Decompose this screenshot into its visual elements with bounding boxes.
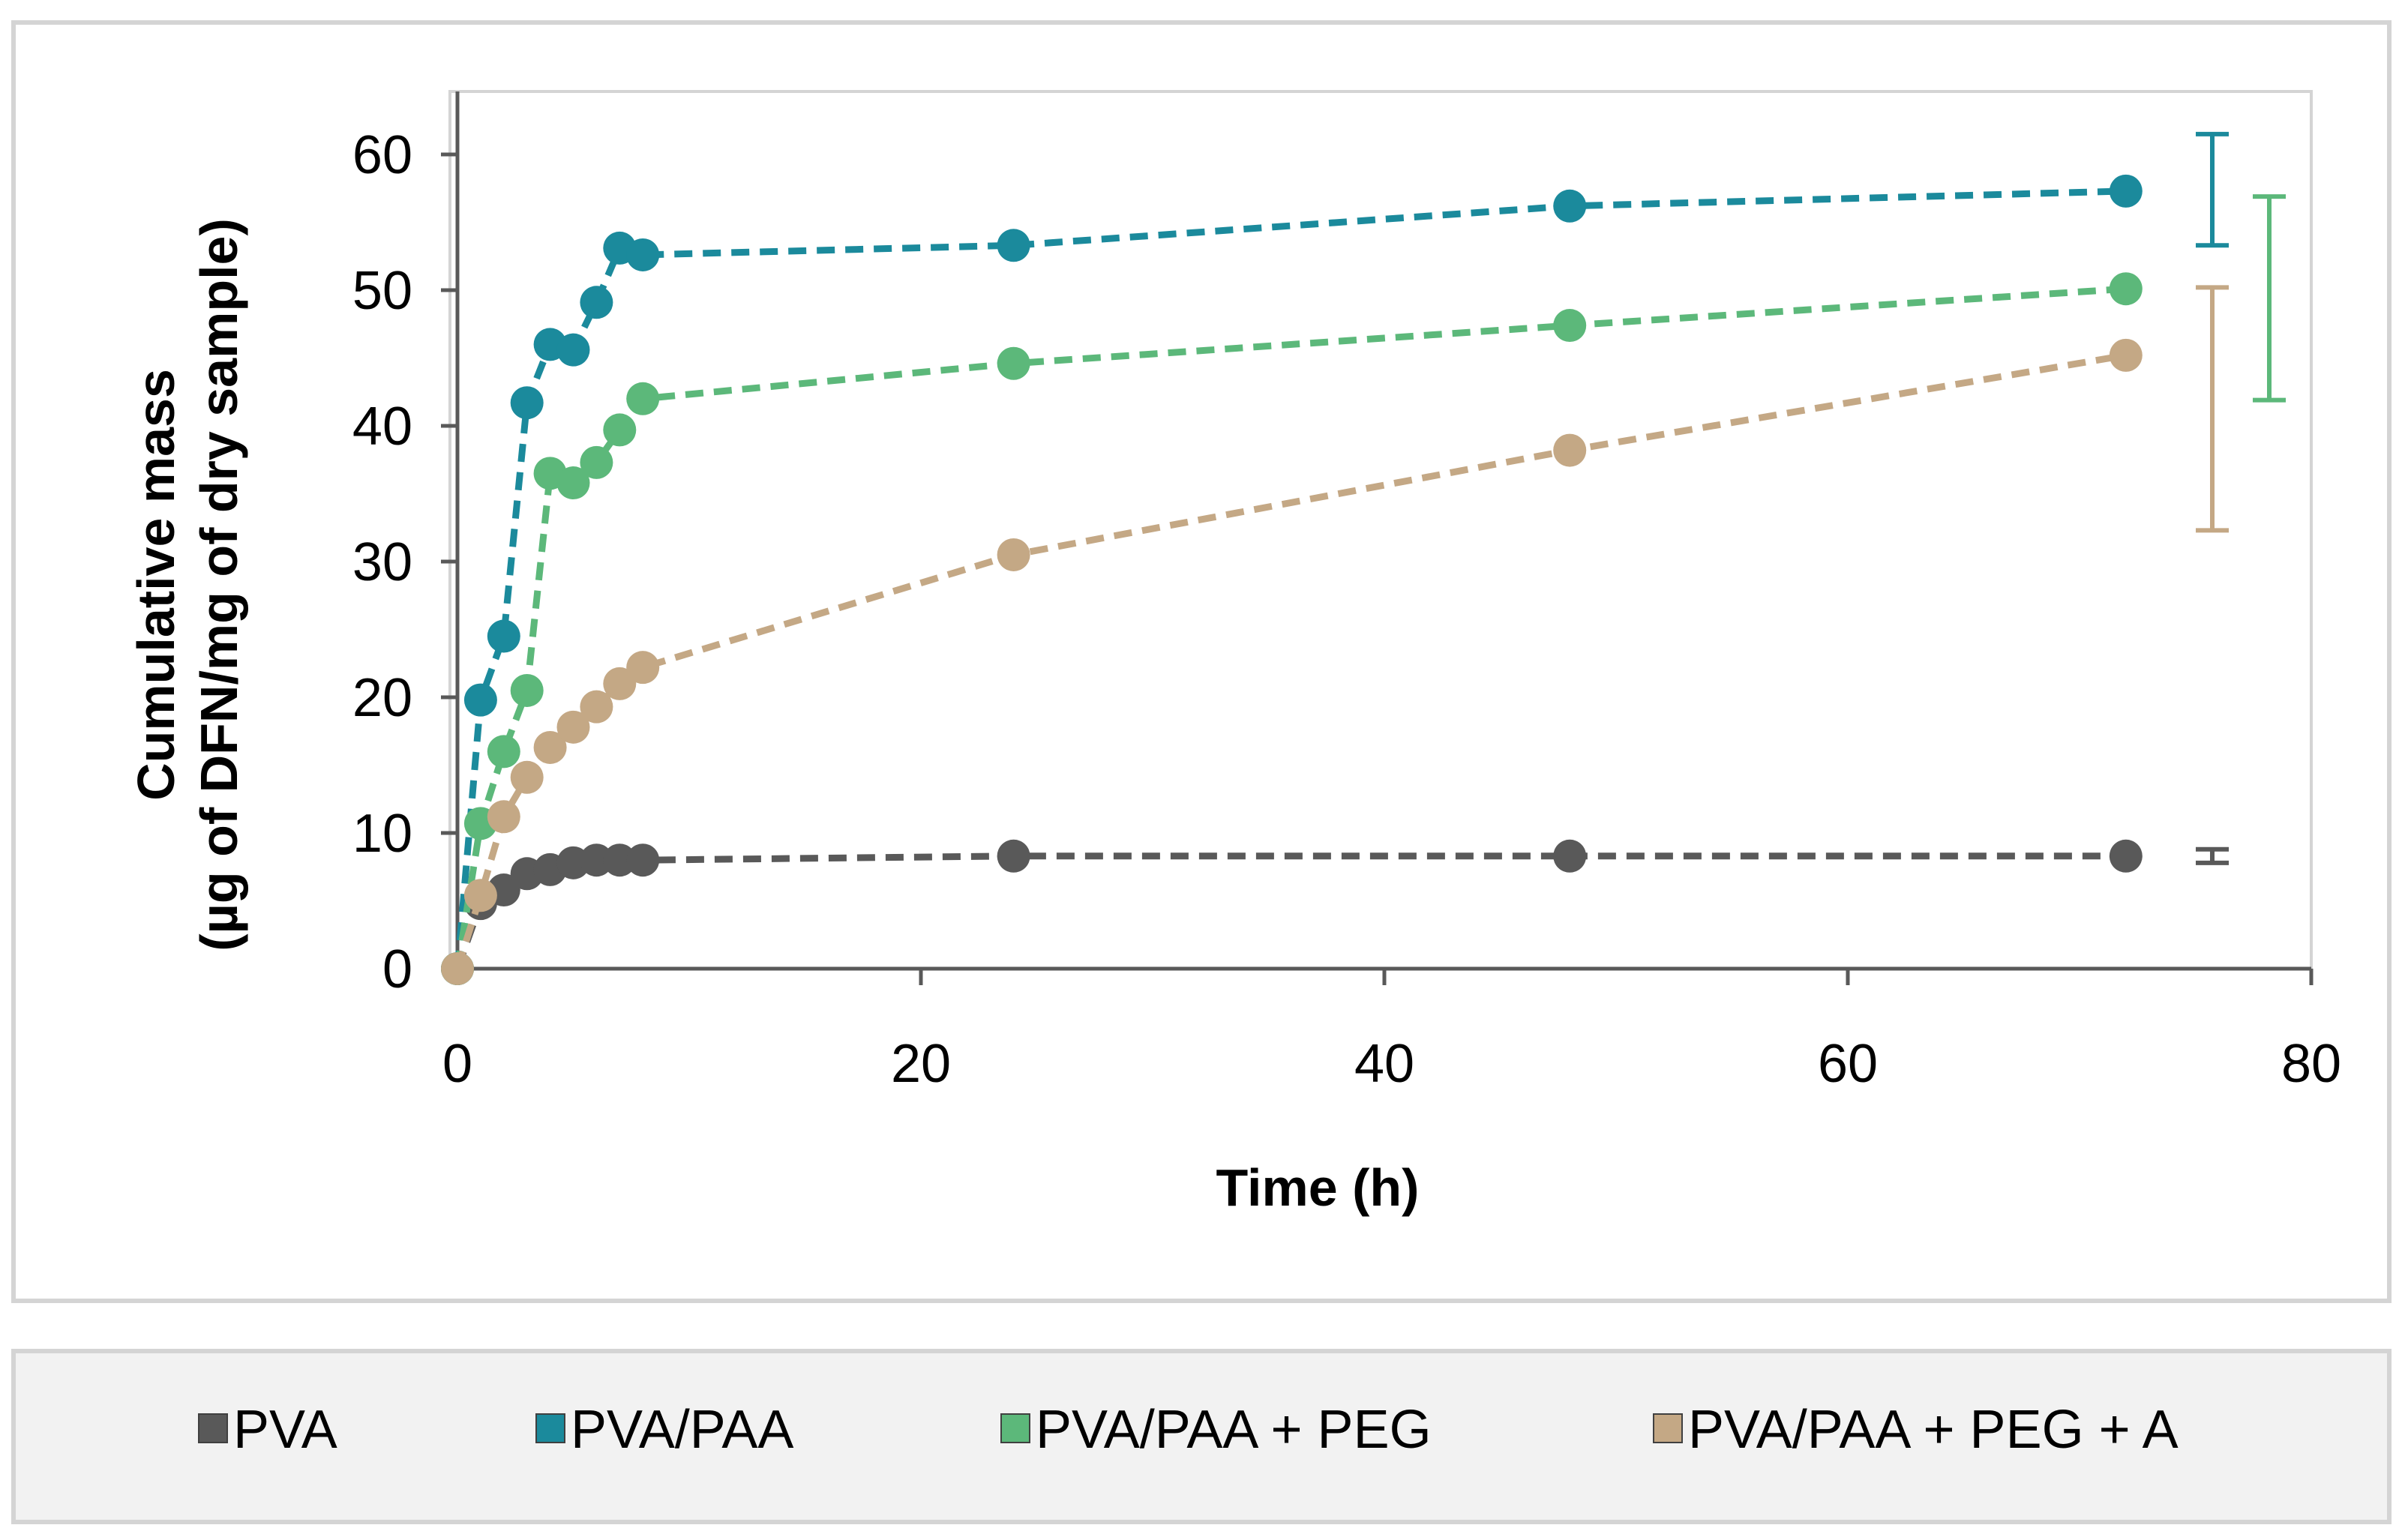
y-axis-title-line-1: Cumulative mass — [127, 369, 185, 801]
data-point-pva-paa — [997, 229, 1030, 262]
data-point-pva-paa — [1553, 189, 1587, 223]
legend: PVA PVA/PAA PVA/PAA + PEG PVA/PAA + PEG + A — [198, 1400, 2179, 1460]
data-point-pva-paa-peg-a — [463, 879, 497, 912]
data-point-pva-paa-peg — [580, 445, 613, 479]
data-point-pva-paa-peg — [603, 413, 637, 447]
y-tick-label: 10 — [352, 804, 412, 864]
data-point-pva-paa-peg-a — [626, 651, 660, 685]
x-tick-label: 60 — [1818, 1034, 1878, 1094]
data-point-pva-paa-peg-a — [997, 538, 1030, 571]
y-tick-label: 20 — [352, 668, 412, 728]
data-point-pva-paa-peg-a — [1553, 433, 1587, 467]
data-point-pva-paa-peg — [1553, 309, 1587, 343]
data-point-pva-paa-peg-a — [533, 730, 567, 764]
data-point-pva-paa-peg-a — [510, 760, 544, 794]
error-bars — [2196, 131, 2286, 865]
legend-label: PVA/PAA + PEG — [1036, 1400, 1432, 1460]
y-axis-title: Cumulative mass (µg of DFN/mg of dry sam… — [127, 218, 248, 951]
data-point-pva-paa-peg — [510, 673, 544, 707]
x-tick-label: 0 — [442, 1034, 472, 1094]
series-layer — [441, 174, 2143, 985]
data-point-pva-paa — [463, 683, 497, 717]
legend-box — [11, 1349, 2392, 1524]
data-point-pva-paa — [510, 386, 544, 420]
error-bar-pva-paa-peg — [2253, 194, 2286, 403]
data-point-pva-paa-peg — [487, 735, 520, 769]
legend-swatch — [535, 1413, 565, 1443]
legend-swatch — [1653, 1413, 1683, 1443]
plot-area — [448, 90, 2313, 970]
legend-swatch — [1000, 1413, 1030, 1443]
data-point-pva — [2109, 839, 2143, 873]
y-tick-label: 40 — [352, 397, 412, 457]
legend-item-pva-paa-peg-a: PVA/PAA + PEG + A — [1653, 1400, 2179, 1460]
data-point-pva — [997, 839, 1030, 873]
data-point-pva-paa-peg — [2109, 272, 2143, 306]
y-tick-label: 0 — [382, 939, 412, 999]
data-point-pva-paa-peg — [556, 466, 590, 500]
data-point-pva-paa — [2109, 174, 2143, 208]
y-tick-label: 60 — [352, 125, 412, 185]
data-point-pva-paa — [487, 619, 520, 653]
data-point-pva-paa-peg-a — [580, 690, 613, 724]
data-point-pva-paa — [626, 238, 660, 271]
x-tick-label: 20 — [891, 1034, 951, 1094]
data-point-pva-paa-peg-a — [487, 800, 520, 834]
data-point-pva-paa — [580, 286, 613, 319]
legend-label: PVA — [233, 1400, 337, 1460]
data-point-pva-paa — [556, 333, 590, 367]
data-point-pva-paa-peg-a — [2109, 338, 2143, 372]
data-point-pva — [580, 843, 613, 877]
series-pva-paa-peg-a — [441, 338, 2143, 985]
legend-swatch — [198, 1413, 228, 1443]
axis-ticks: 0 10 20 30 40 50 60 0 20 40 60 80 — [352, 125, 2341, 1094]
data-point-pva — [626, 843, 660, 877]
x-tick-label: 40 — [1354, 1034, 1414, 1094]
data-point-pva-paa-peg — [626, 382, 660, 415]
legend-item-pva: PVA — [198, 1400, 337, 1460]
legend-label: PVA/PAA + PEG + A — [1688, 1400, 2179, 1460]
y-axis-title-line-2: (µg of DFN/mg of dry sample) — [190, 218, 248, 951]
error-bar-pva-paa-peg-a — [2196, 285, 2229, 533]
data-point-pva — [1553, 839, 1587, 873]
y-tick-label: 30 — [352, 532, 412, 592]
y-tick-label: 50 — [352, 261, 412, 321]
data-point-pva-paa-peg — [997, 346, 1030, 380]
legend-label: PVA/PAA — [571, 1400, 793, 1460]
data-point-pva-paa-peg-a — [603, 667, 637, 700]
data-point-pva — [603, 843, 637, 877]
x-axis-title: Time (h) — [1216, 1158, 1420, 1217]
error-bar-pva-paa — [2196, 131, 2229, 248]
data-point-pva-paa-peg-a — [441, 952, 474, 985]
data-point-pva-paa-peg-a — [556, 710, 590, 744]
x-tick-label: 80 — [2281, 1034, 2341, 1094]
legend-item-pva-paa: PVA/PAA — [535, 1400, 793, 1460]
error-bar-pva — [2196, 846, 2229, 865]
legend-item-pva-paa-peg: PVA/PAA + PEG — [1000, 1400, 1432, 1460]
